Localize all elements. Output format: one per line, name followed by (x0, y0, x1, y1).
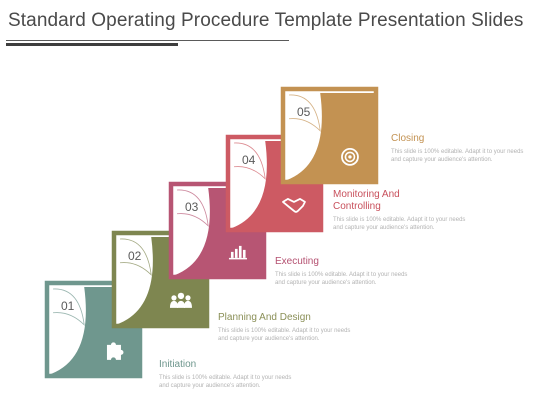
step-text-4: Monitoring And Controlling This slide is… (333, 189, 473, 232)
bar-chart-icon (228, 245, 247, 260)
step-number-1: 01 (61, 299, 75, 313)
step-heading-3: Executing (275, 256, 319, 267)
step-number-3: 03 (185, 200, 199, 214)
step-number-5: 05 (297, 105, 311, 119)
step-text-5: Closing This slide is 100% editable. Ada… (391, 133, 531, 164)
step-curve-1 (52, 288, 85, 326)
step-text-3: Executing This slide is 100% editable. A… (275, 256, 415, 287)
team-icon (169, 292, 192, 308)
step-number-2: 02 (128, 249, 142, 263)
step-description-4: This slide is 100% editable. Adapt it to… (333, 217, 466, 231)
step-heading-4: Monitoring And Controlling (333, 189, 400, 212)
step-description-1: This slide is 100% editable. Adapt it to… (159, 375, 292, 389)
puzzle-icon-shape (106, 342, 124, 360)
title-underline-thin (6, 40, 289, 41)
handshake-icon (282, 197, 306, 213)
title-underline-thick (6, 43, 178, 46)
step-heading-2: Planning And Design (218, 312, 311, 323)
step-curve-2 (119, 238, 152, 276)
slide-title: Standard Operating Procedure Template Pr… (8, 10, 524, 31)
step-text-1: Initiation This slide is 100% editable. … (159, 359, 299, 390)
step-text-2: Planning And Design This slide is 100% e… (218, 312, 358, 343)
step-curve-3 (176, 189, 209, 227)
step-description-2: This slide is 100% editable. Adapt it to… (218, 328, 351, 342)
step-curve-5 (288, 94, 321, 132)
step-description-3: This slide is 100% editable. Adapt it to… (275, 272, 408, 286)
step-5: 05 (280, 86, 379, 185)
step-leaf-5 (287, 93, 374, 180)
step-number-4: 04 (242, 153, 256, 167)
puzzle-icon (106, 342, 124, 360)
step-description-5: This slide is 100% editable. Adapt it to… (391, 149, 524, 163)
step-heading-5: Closing (391, 133, 425, 144)
step-curve-4 (233, 142, 266, 180)
target-icon (341, 147, 359, 166)
step-heading-1: Initiation (159, 359, 197, 370)
